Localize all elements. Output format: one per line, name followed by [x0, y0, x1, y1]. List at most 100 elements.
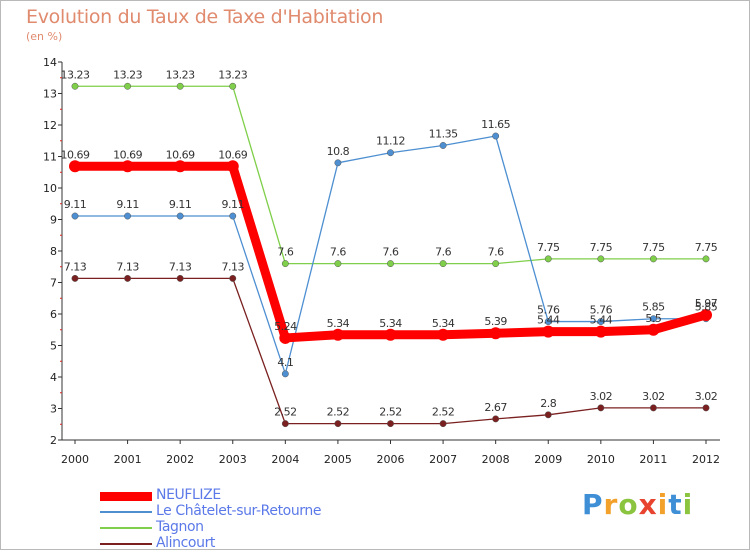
- y-tick-label: 5: [50, 340, 57, 353]
- data-label: 7.6: [277, 246, 293, 259]
- data-point: [387, 260, 394, 268]
- data-point: [597, 404, 605, 412]
- y-tick-label: 7: [50, 277, 57, 290]
- data-point: [281, 420, 289, 428]
- data-label: 2.52: [432, 406, 455, 419]
- data-point: [702, 255, 710, 263]
- data-point: [384, 328, 397, 341]
- data-label: 4.1: [277, 356, 293, 369]
- data-label: 7.75: [537, 241, 560, 254]
- data-point: [492, 415, 500, 423]
- data-label: 13.23: [113, 68, 142, 81]
- data-point: [124, 82, 132, 90]
- data-point: [176, 274, 184, 282]
- data-label: 7.6: [488, 246, 504, 259]
- data-point: [71, 212, 79, 220]
- y-tick-label: 8: [50, 245, 57, 258]
- proxiti-logo: Proxiti: [582, 488, 693, 521]
- y-tick-label: 6: [50, 308, 57, 321]
- x-tick-label: 2010: [587, 453, 615, 466]
- y-tick-label: 10: [43, 182, 57, 195]
- y-tick-label: 4: [50, 371, 57, 384]
- logo-letter: t: [668, 488, 683, 521]
- data-point: [281, 260, 289, 268]
- y-tick-label: 13: [43, 88, 57, 101]
- x-tick-label: 2006: [377, 453, 405, 466]
- legend-label: Tagnon: [156, 519, 204, 535]
- data-label: 2.52: [379, 406, 402, 419]
- data-point: [544, 255, 552, 263]
- data-label: 13.23: [166, 68, 195, 81]
- data-label: 11.65: [481, 118, 510, 131]
- data-label: 13.23: [61, 68, 90, 81]
- data-point: [176, 82, 184, 90]
- y-tick-label: 12: [43, 119, 57, 132]
- y-tick-label: 9: [50, 214, 57, 227]
- data-point: [597, 255, 605, 263]
- x-tick-label: 2000: [61, 453, 89, 466]
- series-tagnon: [71, 82, 710, 268]
- data-point: [544, 318, 552, 326]
- logo-letter: i: [682, 488, 694, 521]
- x-tick-label: 2002: [166, 453, 194, 466]
- data-label: 10.69: [113, 148, 142, 161]
- data-point: [281, 370, 289, 378]
- data-point: [69, 160, 81, 173]
- data-point: [229, 82, 237, 90]
- data-label: 3.02: [695, 390, 718, 403]
- data-point: [71, 82, 79, 90]
- series-alincourt: [71, 274, 710, 428]
- y-tick-label: 3: [50, 403, 57, 416]
- data-point: [439, 420, 447, 428]
- legend-label: Le Châtelet-sur-Retourne: [156, 503, 322, 519]
- legend-swatch: [100, 511, 152, 513]
- data-label: 5.44: [537, 314, 560, 327]
- data-point: [334, 159, 342, 167]
- data-label: 7.75: [590, 241, 613, 254]
- data-point: [124, 274, 132, 282]
- logo-letter: i: [657, 488, 669, 521]
- data-point: [700, 308, 712, 321]
- data-label: 7.6: [435, 246, 451, 259]
- data-point: [387, 149, 394, 157]
- data-label: 5.44: [590, 314, 613, 327]
- data-point: [649, 315, 657, 323]
- x-tick-label: 2005: [324, 453, 352, 466]
- data-label: 2.67: [484, 401, 507, 414]
- data-point: [437, 328, 450, 341]
- data-label: 5.85: [695, 301, 718, 314]
- data-label: 7.13: [64, 260, 87, 273]
- x-tick-label: 2001: [114, 453, 142, 466]
- data-label: 9.11: [116, 198, 139, 211]
- data-point: [331, 328, 344, 341]
- data-label: 11.35: [429, 127, 458, 140]
- data-label: 5.5: [645, 312, 661, 325]
- x-tick-label: 2011: [639, 453, 667, 466]
- data-point: [279, 331, 292, 344]
- data-label: 10.69: [218, 148, 247, 161]
- data-label: 2.52: [327, 406, 350, 419]
- data-point: [597, 318, 605, 326]
- data-point: [176, 212, 184, 220]
- data-label: 3.02: [642, 390, 665, 403]
- data-point: [124, 212, 132, 220]
- data-point: [439, 142, 447, 149]
- series-line: [74, 85, 707, 265]
- data-point: [226, 160, 239, 173]
- data-label: 10.69: [61, 148, 90, 161]
- data-label: 9.11: [169, 198, 192, 211]
- data-label: 7.6: [383, 246, 399, 259]
- data-point: [542, 325, 555, 338]
- data-label: 5.34: [327, 317, 350, 330]
- legend-label: Alincourt: [156, 535, 216, 551]
- data-label: 9.11: [222, 198, 245, 211]
- data-point: [649, 255, 657, 263]
- x-tick-label: 2003: [219, 453, 247, 466]
- logo-letter: r: [603, 488, 619, 521]
- legend-label: NEUFLIZE: [156, 487, 221, 503]
- data-point: [121, 160, 134, 173]
- legend-swatch: [100, 491, 152, 501]
- logo-letter: x: [638, 488, 658, 521]
- data-point: [544, 411, 552, 419]
- data-label: 13.23: [218, 68, 247, 81]
